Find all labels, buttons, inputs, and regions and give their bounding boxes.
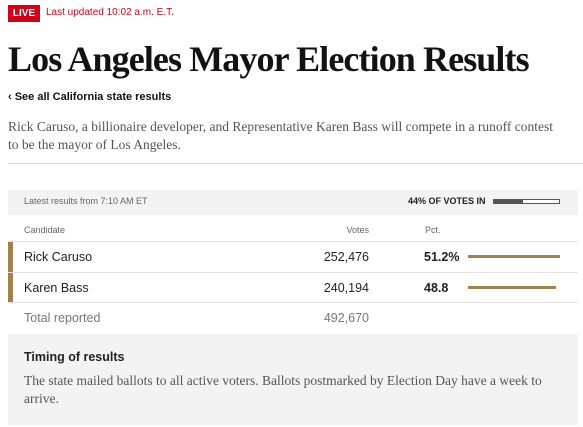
winner-marker bbox=[8, 242, 13, 272]
total-votes: 492,670 bbox=[323, 311, 369, 325]
column-header: Votes bbox=[346, 225, 369, 235]
timing-text: The state mailed ballots to all active v… bbox=[24, 373, 542, 406]
column-header: Candidate bbox=[24, 225, 66, 235]
pct-bar bbox=[468, 286, 556, 289]
column-header: Pct. bbox=[425, 225, 441, 235]
row-divider bbox=[8, 272, 578, 273]
pct-bar bbox=[468, 255, 561, 258]
candidate-name: Karen Bass bbox=[24, 281, 89, 295]
divider bbox=[8, 163, 583, 164]
last-updated: Last updated 10:02 a.m. E.T. bbox=[46, 7, 174, 18]
summary: Rick Caruso, a billionaire developer, an… bbox=[8, 119, 554, 152]
votes: 252,476 bbox=[323, 250, 369, 264]
pct: 48.8 bbox=[424, 281, 449, 295]
page-title: Los Angeles Mayor Election Results bbox=[8, 39, 530, 79]
winner-marker bbox=[8, 273, 13, 302]
row-divider bbox=[8, 241, 578, 242]
votes-in-label: 44% OF VOTES IN bbox=[408, 196, 486, 206]
votes-in-bar bbox=[494, 200, 523, 203]
back-link[interactable]: ‹ See all California state results bbox=[8, 91, 172, 103]
results-table bbox=[8, 215, 578, 334]
row-divider bbox=[8, 302, 578, 303]
timing-title: Timing of results bbox=[24, 350, 125, 364]
total-label: Total reported bbox=[24, 311, 101, 325]
pct: 51.2% bbox=[424, 250, 460, 264]
votes-in-track bbox=[493, 199, 560, 204]
latest-results: Latest results from 7:10 AM ET bbox=[24, 196, 148, 206]
candidate-name: Rick Caruso bbox=[24, 250, 93, 264]
live-badge: LIVE bbox=[8, 5, 40, 22]
votes: 240,194 bbox=[323, 281, 369, 295]
